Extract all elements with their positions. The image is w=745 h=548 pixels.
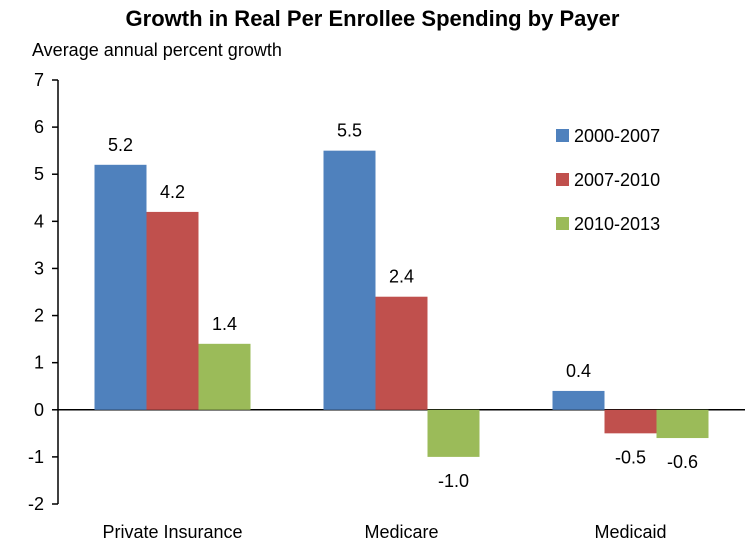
bar [323, 150, 376, 410]
legend-swatch [556, 173, 569, 186]
bar [427, 409, 480, 457]
x-tick-label: Private Insurance [102, 522, 242, 542]
y-tick-label: 1 [34, 353, 44, 373]
y-tick-label: -1 [28, 447, 44, 467]
data-label: 1.4 [212, 314, 237, 334]
data-label: 4.2 [160, 182, 185, 202]
data-label: 5.5 [337, 121, 362, 141]
chart-title: Growth in Real Per Enrollee Spending by … [125, 6, 620, 31]
bar [552, 390, 605, 410]
data-label: -0.6 [667, 452, 698, 472]
x-tick-label: Medicare [364, 522, 438, 542]
data-label: -0.5 [615, 447, 646, 467]
y-tick-label: 3 [34, 258, 44, 278]
legend-label: 2010-2013 [574, 214, 660, 234]
legend-label: 2000-2007 [574, 126, 660, 146]
bar [375, 296, 428, 410]
y-tick-label: 6 [34, 117, 44, 137]
x-tick-label: Medicaid [594, 522, 666, 542]
y-tick-label: 7 [34, 70, 44, 90]
y-tick-label: 5 [34, 164, 44, 184]
bar [198, 343, 251, 410]
y-tick-label: -2 [28, 494, 44, 514]
y-tick-label: 2 [34, 306, 44, 326]
bar [604, 409, 657, 434]
legend-swatch [556, 217, 569, 230]
y-tick-label: 4 [34, 211, 44, 231]
data-label: 5.2 [108, 135, 133, 155]
chart-subtitle: Average annual percent growth [32, 40, 282, 60]
bar [94, 164, 147, 410]
data-label: 0.4 [566, 361, 591, 381]
y-tick-label: 0 [34, 400, 44, 420]
bar [146, 211, 199, 410]
legend-label: 2007-2010 [574, 170, 660, 190]
legend-swatch [556, 129, 569, 142]
data-label: -1.0 [438, 471, 469, 491]
bar [656, 409, 709, 439]
data-label: 2.4 [389, 267, 414, 287]
